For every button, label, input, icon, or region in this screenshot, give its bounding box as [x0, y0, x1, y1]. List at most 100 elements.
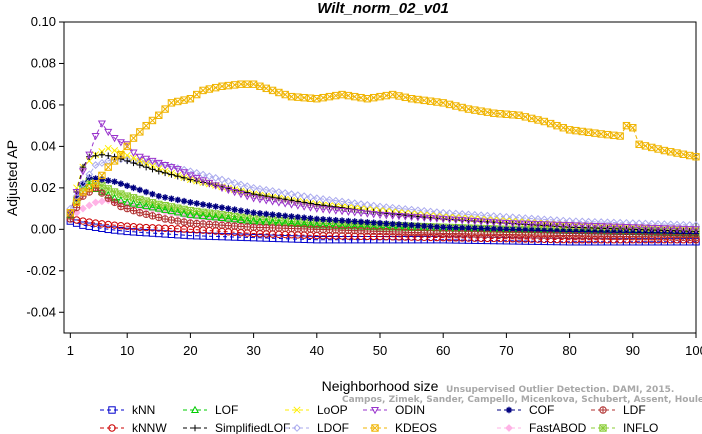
data-point [250, 224, 256, 230]
data-point [623, 122, 629, 128]
legend: kNN kNNW LOF SimplifiedLOF LoOP LDOF ODIN KDEOS… [100, 403, 658, 434]
x-tick-label: 20 [183, 343, 197, 358]
data-point [352, 227, 358, 233]
data-point [263, 211, 269, 217]
data-point [497, 231, 503, 237]
data-point [352, 218, 358, 224]
data-point [149, 213, 155, 219]
data-point [642, 234, 648, 240]
legend-marker [192, 425, 198, 431]
series-line [70, 149, 696, 230]
data-point [528, 115, 534, 121]
data-point [200, 171, 206, 177]
data-point [535, 117, 541, 123]
data-point [314, 226, 320, 232]
data-point [105, 145, 111, 151]
series-line [70, 84, 696, 213]
data-point [630, 125, 636, 131]
legend-marker [600, 425, 606, 431]
data-point [661, 234, 667, 240]
series-line [70, 159, 696, 225]
data-point [238, 207, 244, 213]
data-point [181, 198, 187, 204]
data-point [427, 230, 433, 236]
data-point [149, 117, 155, 123]
data-point [415, 229, 421, 235]
data-point [99, 151, 105, 157]
data-point [130, 135, 136, 141]
x-tick-label: 60 [436, 343, 450, 358]
data-point [238, 223, 244, 229]
data-point [288, 93, 294, 99]
data-point [642, 143, 648, 149]
x-tick-label: 10 [120, 343, 134, 358]
data-point [276, 89, 282, 95]
y-tick-label: 0.04 [31, 138, 56, 153]
data-point [187, 220, 193, 226]
data-point [124, 205, 130, 211]
watermark-line-1: Unsupervised Outlier Detection. DAMI, 20… [446, 385, 674, 395]
data-point [649, 144, 655, 150]
data-point [162, 216, 168, 222]
data-point [175, 218, 181, 224]
data-point [370, 94, 376, 100]
data-point [478, 231, 484, 237]
data-point [566, 232, 572, 238]
data-point [105, 177, 111, 183]
data-point [440, 230, 446, 236]
data-point [257, 83, 263, 89]
data-point [339, 217, 345, 223]
data-point [440, 224, 446, 230]
x-tick-label: 30 [246, 343, 260, 358]
data-point [446, 230, 452, 236]
data-point [396, 229, 402, 235]
legend-label: LOF [215, 403, 238, 417]
data-point [307, 215, 313, 221]
data-point [383, 228, 389, 234]
data-point [143, 122, 149, 128]
legend-item-ldof: LDOF [285, 421, 349, 434]
data-point [156, 193, 162, 199]
data-point [111, 199, 117, 205]
series-layer [67, 81, 699, 245]
data-point [522, 114, 528, 120]
legend-label: ODIN [395, 403, 425, 417]
x-tick-label: 70 [499, 343, 513, 358]
data-point [162, 106, 168, 112]
data-point [491, 231, 497, 237]
data-point [225, 222, 231, 228]
y-tick-label: -0.02 [26, 263, 56, 278]
data-point [358, 219, 364, 225]
data-point [92, 153, 98, 159]
data-point [301, 226, 307, 232]
data-point [396, 221, 402, 227]
x-tick-label: 40 [310, 343, 324, 358]
data-point [168, 100, 174, 106]
x-axis-label: Neighborhood size [322, 378, 439, 394]
data-point [194, 200, 200, 206]
data-point [364, 219, 370, 225]
data-point [535, 232, 541, 238]
legend-marker [506, 425, 512, 431]
data-point [560, 125, 566, 131]
data-point [326, 227, 332, 233]
data-point [99, 190, 105, 196]
data-point [111, 178, 117, 184]
data-point [333, 227, 339, 233]
data-point [86, 202, 92, 208]
legend-item-cof: COF [497, 403, 554, 417]
data-point [307, 226, 313, 232]
legend-label: LDOF [317, 421, 349, 434]
data-point [263, 85, 269, 91]
data-point [250, 210, 256, 216]
data-point [503, 231, 509, 237]
data-point [130, 207, 136, 213]
data-point [510, 231, 516, 237]
data-point [611, 132, 617, 138]
legend-item-simplifiedlof: SimplifiedLOF [183, 421, 290, 434]
data-point [459, 104, 465, 110]
y-tick-label: 0.00 [31, 221, 56, 236]
legend-label: COF [529, 403, 554, 417]
data-point [668, 234, 674, 240]
data-point [541, 232, 547, 238]
